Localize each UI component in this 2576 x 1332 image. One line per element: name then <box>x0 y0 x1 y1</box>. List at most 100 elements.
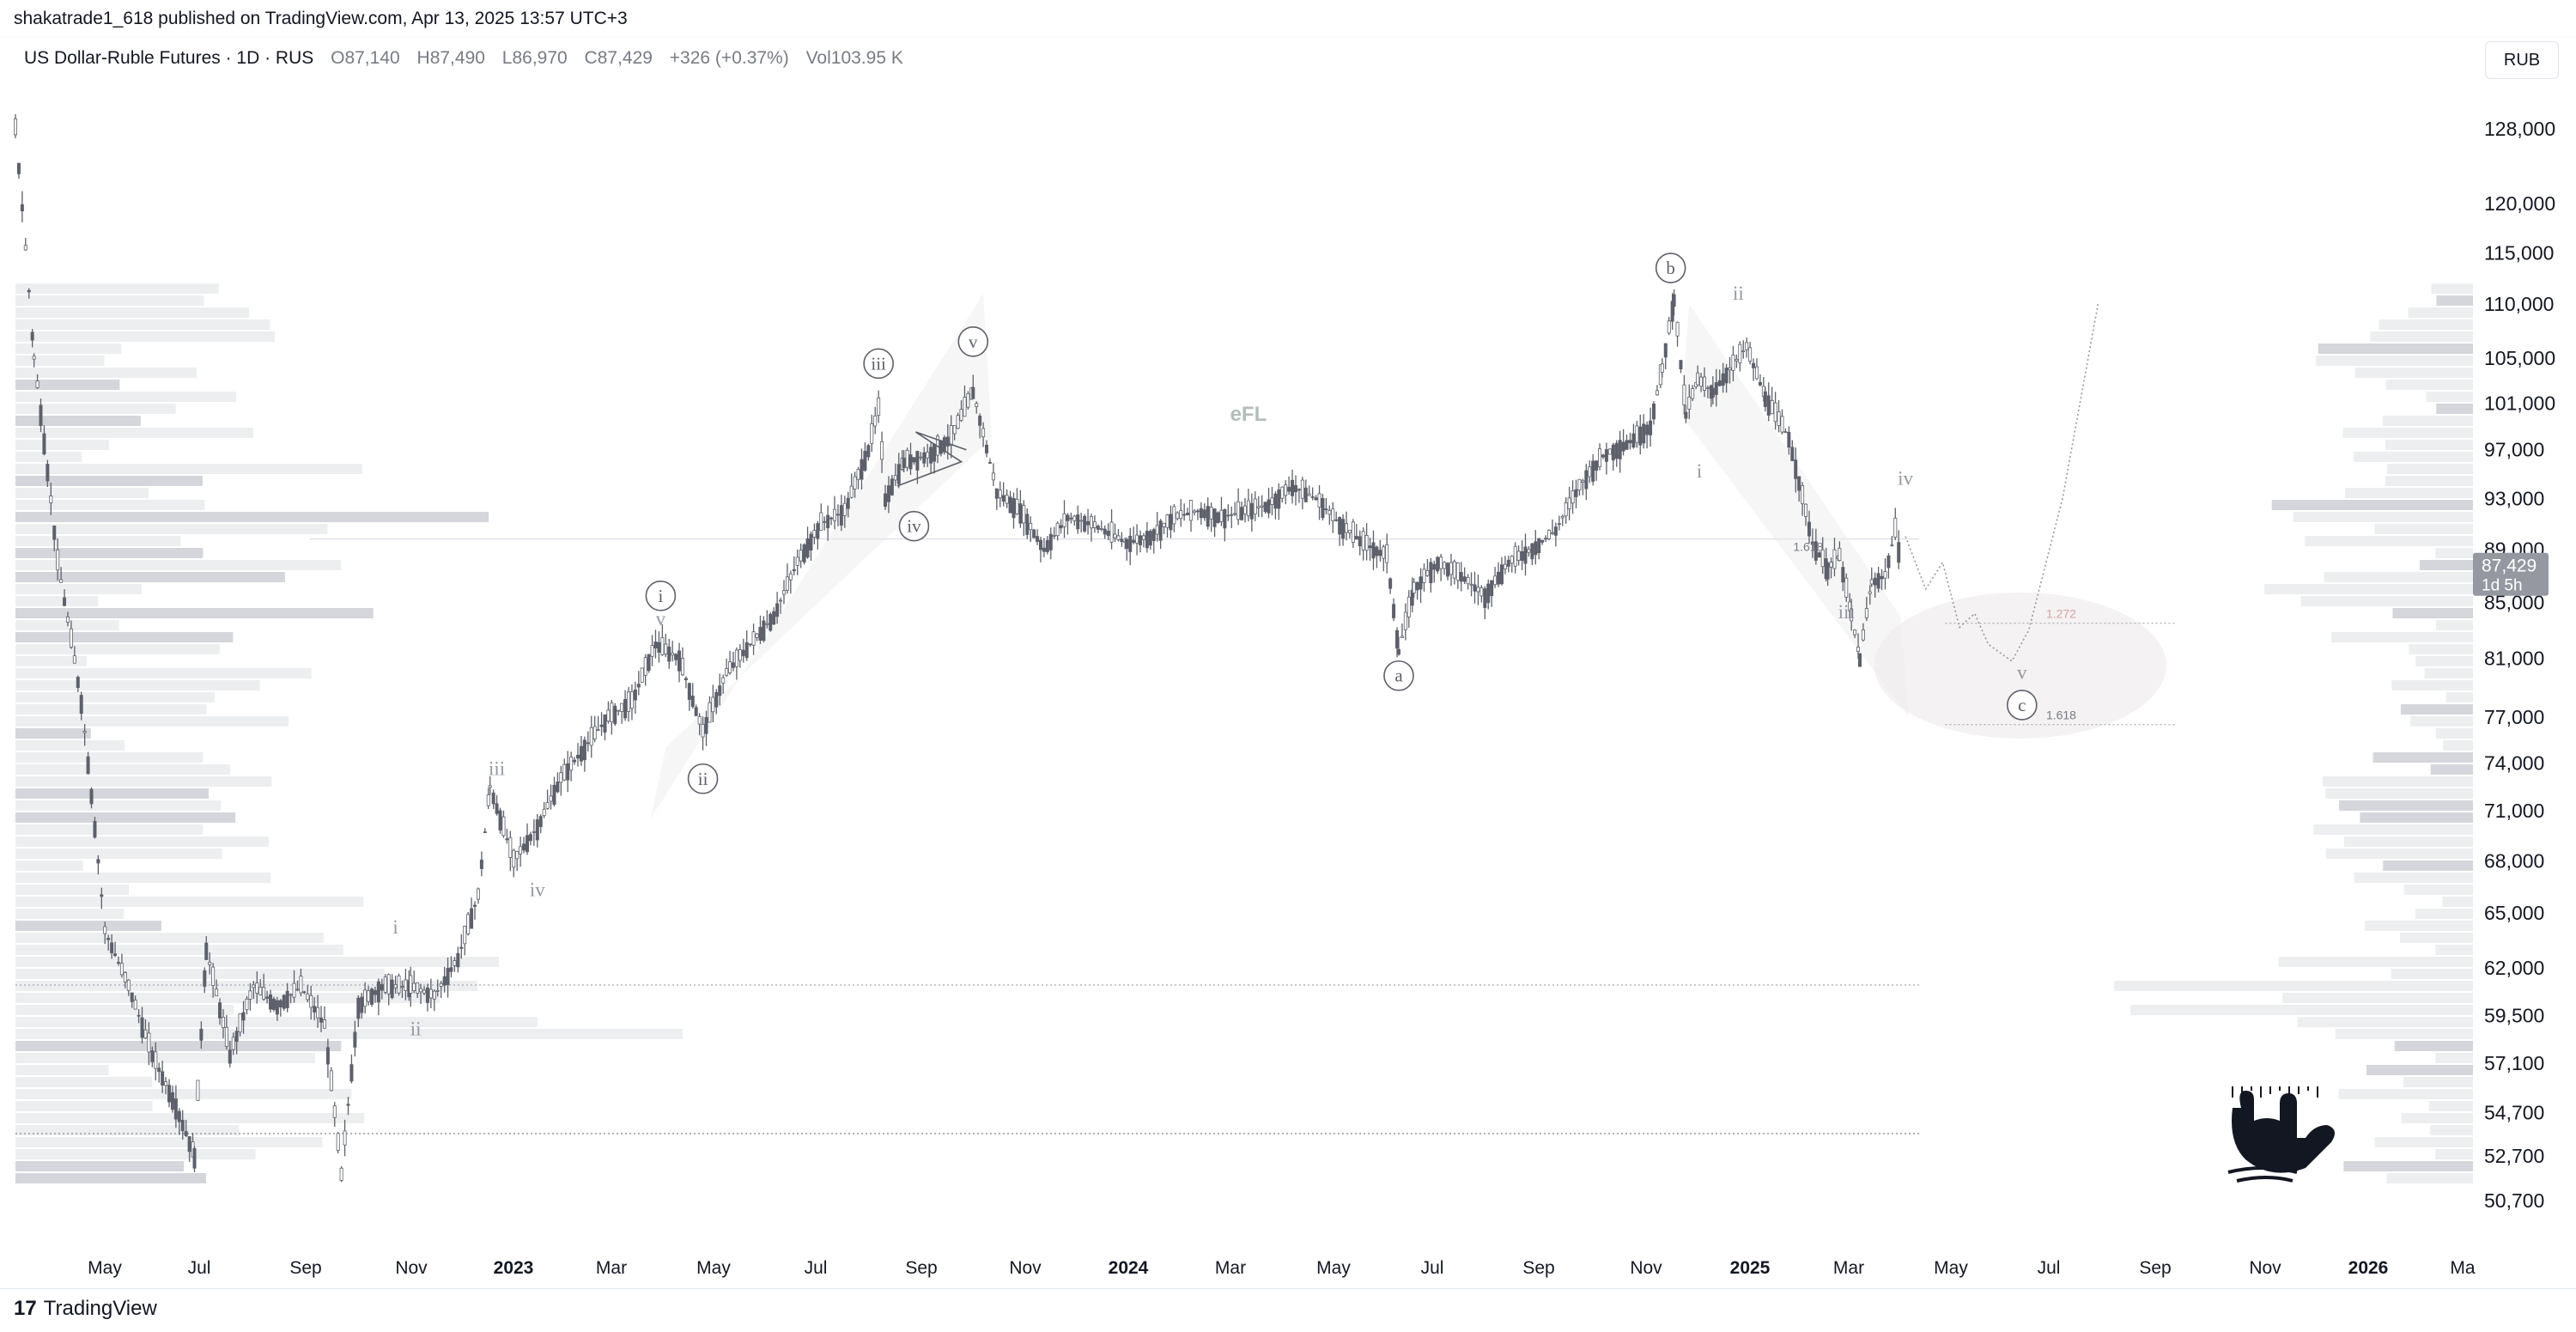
profile-bar-left <box>15 428 254 438</box>
candle-body <box>1547 529 1552 539</box>
time-tick-label: Jul <box>805 1258 828 1278</box>
candle-body <box>1148 531 1152 546</box>
candle-body <box>812 530 817 538</box>
candle-body <box>262 987 266 1000</box>
profile-bar-left <box>15 404 176 414</box>
candle-body <box>1045 540 1049 552</box>
candle-body <box>629 691 634 709</box>
candle-body <box>302 991 307 994</box>
wave-label: c <box>2018 695 2026 715</box>
candle-body <box>473 904 477 907</box>
time-tick-label: Jul <box>2038 1258 2061 1278</box>
candle-body <box>690 696 695 708</box>
wave-circle <box>1655 252 1686 283</box>
candle-body <box>82 731 87 733</box>
profile-bar-right <box>2343 836 2473 847</box>
profile-bar-left <box>15 921 161 931</box>
candle-body <box>52 525 57 540</box>
candle-body <box>106 938 111 940</box>
time-tick-label: Mar <box>1833 1258 1864 1278</box>
candle-body <box>116 962 120 964</box>
candle-body <box>802 544 806 563</box>
symbol-title[interactable]: US Dollar-Ruble Futures · 1D · RUS <box>24 48 314 68</box>
candle-body <box>738 649 742 661</box>
profile-bar-left <box>15 752 204 763</box>
candle-body <box>849 485 854 498</box>
candle-body <box>1113 533 1117 538</box>
candle-body <box>383 976 387 993</box>
profile-bar-right <box>2431 283 2473 294</box>
time-tick-label: Sep <box>1522 1258 1554 1278</box>
candle-body <box>1291 479 1295 496</box>
candle-body <box>269 994 273 1010</box>
candle-body <box>1574 489 1578 497</box>
time-tick-label: Jul <box>188 1258 211 1278</box>
candle-body <box>751 631 756 646</box>
candle-body <box>741 649 745 656</box>
candle-body <box>582 739 586 761</box>
footer: 17 TradingView <box>14 1297 157 1321</box>
candle-body <box>453 960 457 966</box>
candle-body <box>1777 411 1781 426</box>
candle-body <box>1186 512 1190 516</box>
high-value: 87,490 <box>429 48 485 68</box>
candle-body <box>667 646 671 662</box>
candle-body <box>113 953 118 956</box>
candle-body <box>1728 367 1732 371</box>
candle-body <box>1103 528 1107 535</box>
candle-body <box>1246 500 1250 516</box>
candle-body <box>1012 498 1016 519</box>
candle-body <box>1059 525 1063 529</box>
wave-circle <box>957 326 989 357</box>
wave-label: ii <box>1733 283 1744 304</box>
candle-body <box>1459 572 1463 582</box>
candle-body <box>339 1167 343 1181</box>
candle-body <box>483 831 487 834</box>
candle-body <box>204 942 209 960</box>
candle-body <box>486 794 490 806</box>
candle-body <box>1141 535 1145 540</box>
candle-body <box>164 1081 168 1086</box>
candle-body <box>579 745 583 762</box>
candle-body <box>245 998 249 1011</box>
candle-body <box>908 454 913 470</box>
profile-bar-right <box>2401 1113 2473 1123</box>
profile-bar-left <box>15 1065 109 1075</box>
candle-body <box>1721 373 1725 386</box>
candle-body <box>508 836 513 858</box>
candle-body <box>725 668 729 676</box>
candle-body <box>449 967 453 972</box>
profile-bar-right <box>2430 764 2473 775</box>
candle-body <box>1025 514 1030 535</box>
candle-body <box>1625 440 1629 450</box>
candle-body <box>1530 543 1534 560</box>
wave-label: iv <box>1898 467 1913 489</box>
candle-body <box>1832 549 1837 569</box>
volume-label: Vol <box>805 48 831 68</box>
candle-body <box>785 576 789 591</box>
candle-body <box>532 831 536 833</box>
price-tick-label: 97,000 <box>2484 439 2544 461</box>
candle-body <box>1086 520 1091 526</box>
candle-body <box>289 994 293 996</box>
profile-bar-right <box>2300 596 2473 606</box>
price-tick-label: 115,000 <box>2484 241 2554 264</box>
price-tick-label: 101,000 <box>2484 392 2555 414</box>
profile-bar-left <box>15 512 489 522</box>
time-axis-divider <box>0 1288 2576 1289</box>
candle-body <box>390 979 394 999</box>
wave-label: b <box>1666 258 1675 278</box>
candle-body <box>278 1000 283 1007</box>
candle-body <box>643 657 647 676</box>
footer-brand: TradingView <box>43 1297 157 1320</box>
profile-bar-left <box>15 548 204 558</box>
candle-body <box>23 245 27 251</box>
currency-button[interactable]: RUB <box>2485 41 2559 79</box>
candle-body <box>956 415 960 429</box>
candle-body <box>1787 431 1791 448</box>
candle-body <box>211 966 216 986</box>
profile-bar-right <box>2354 452 2473 462</box>
profile-bar-right <box>2322 776 2473 787</box>
profile-bar-left <box>15 307 250 318</box>
